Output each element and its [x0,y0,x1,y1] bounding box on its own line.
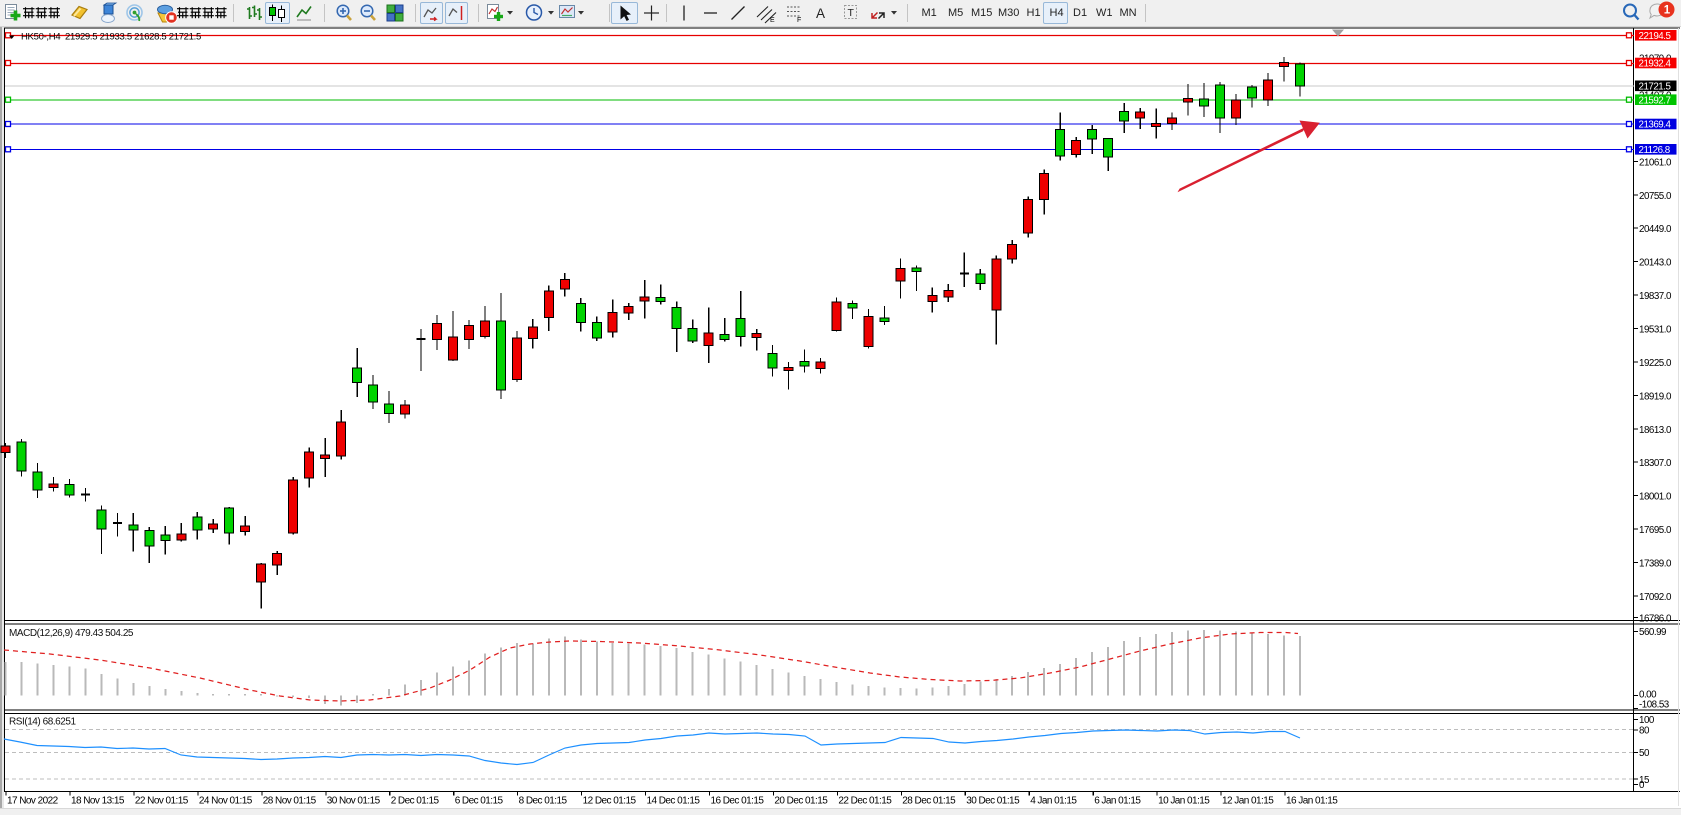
svg-text:4 Jan 01:15: 4 Jan 01:15 [1030,796,1077,807]
svg-text:100: 100 [1639,715,1655,726]
svg-text:17 Nov 2022: 17 Nov 2022 [7,796,59,807]
svg-text:21061.0: 21061.0 [1639,157,1672,168]
svg-text:T: T [848,7,855,19]
svg-text:16 Jan 01:15: 16 Jan 01:15 [1286,796,1338,807]
svg-text:20755.0: 20755.0 [1639,191,1672,202]
svg-text:22194.5: 22194.5 [1639,31,1672,42]
svg-text:12 Dec 01:15: 12 Dec 01:15 [583,796,637,807]
svg-text:28 Nov 01:15: 28 Nov 01:15 [263,796,317,807]
svg-text:28 Dec 01:15: 28 Dec 01:15 [902,796,956,807]
svg-text:-108.53: -108.53 [1639,699,1670,710]
svg-text:22 Dec 01:15: 22 Dec 01:15 [838,796,892,807]
svg-text:A: A [816,6,825,21]
svg-text:20143.0: 20143.0 [1639,257,1672,268]
svg-text:18 Nov 13:15: 18 Nov 13:15 [71,796,125,807]
svg-text:6 Jan 01:15: 6 Jan 01:15 [1094,796,1141,807]
svg-text:21592.7: 21592.7 [1639,95,1671,106]
svg-text:80: 80 [1639,725,1650,736]
svg-text:21369.4: 21369.4 [1639,120,1672,131]
svg-text:16 Dec 01:15: 16 Dec 01:15 [711,796,765,807]
svg-text:6 Dec 01:15: 6 Dec 01:15 [455,796,504,807]
svg-text:0: 0 [1639,780,1645,791]
svg-text:20 Dec 01:15: 20 Dec 01:15 [774,796,828,807]
svg-text:E: E [770,17,775,24]
svg-text:15: 15 [1639,775,1650,786]
svg-text:30 Dec 01:15: 30 Dec 01:15 [966,796,1020,807]
svg-text:21721.5: 21721.5 [1639,82,1672,93]
svg-text:22 Nov 01:15: 22 Nov 01:15 [135,796,189,807]
svg-text:0.00: 0.00 [1639,690,1657,701]
svg-text:16786.0: 16786.0 [1639,613,1672,624]
svg-text:24 Nov 01:15: 24 Nov 01:15 [199,796,253,807]
svg-text:RSI(14) 68.6251: RSI(14) 68.6251 [9,717,77,728]
svg-text:18919.0: 18919.0 [1639,391,1672,402]
svg-text:50: 50 [1639,748,1650,759]
svg-text:1: 1 [1664,5,1671,17]
svg-text:HK50-,H4 21929.5 21933.5 2162: HK50-,H4 21929.5 21933.5 21628.5 21721.5 [21,32,201,43]
svg-text:F: F [797,17,801,24]
svg-text:19837.0: 19837.0 [1639,291,1672,302]
svg-text:2 Dec 01:15: 2 Dec 01:15 [391,796,440,807]
svg-text:17389.0: 17389.0 [1639,558,1672,569]
svg-text:17092.0: 17092.0 [1639,592,1672,603]
svg-text:17695.0: 17695.0 [1639,525,1672,536]
svg-text:8 Dec 01:15: 8 Dec 01:15 [519,796,568,807]
svg-text:18613.0: 18613.0 [1639,425,1672,436]
svg-text:30 Nov 01:15: 30 Nov 01:15 [327,796,381,807]
svg-text:18307.0: 18307.0 [1639,458,1672,469]
svg-text:21126.8: 21126.8 [1639,145,1671,156]
svg-text:21932.4: 21932.4 [1639,59,1672,70]
svg-text:10 Jan 01:15: 10 Jan 01:15 [1158,796,1210,807]
svg-text:19225.0: 19225.0 [1639,358,1672,369]
svg-text:MACD(12,26,9) 479.43 504.25: MACD(12,26,9) 479.43 504.25 [9,628,134,639]
svg-text:14 Dec 01:15: 14 Dec 01:15 [647,796,701,807]
svg-text:560.99: 560.99 [1639,627,1666,638]
svg-text:20449.0: 20449.0 [1639,224,1672,235]
svg-text:19531.0: 19531.0 [1639,324,1672,335]
svg-text:12 Jan 01:15: 12 Jan 01:15 [1222,796,1274,807]
svg-text:18001.0: 18001.0 [1639,491,1672,502]
